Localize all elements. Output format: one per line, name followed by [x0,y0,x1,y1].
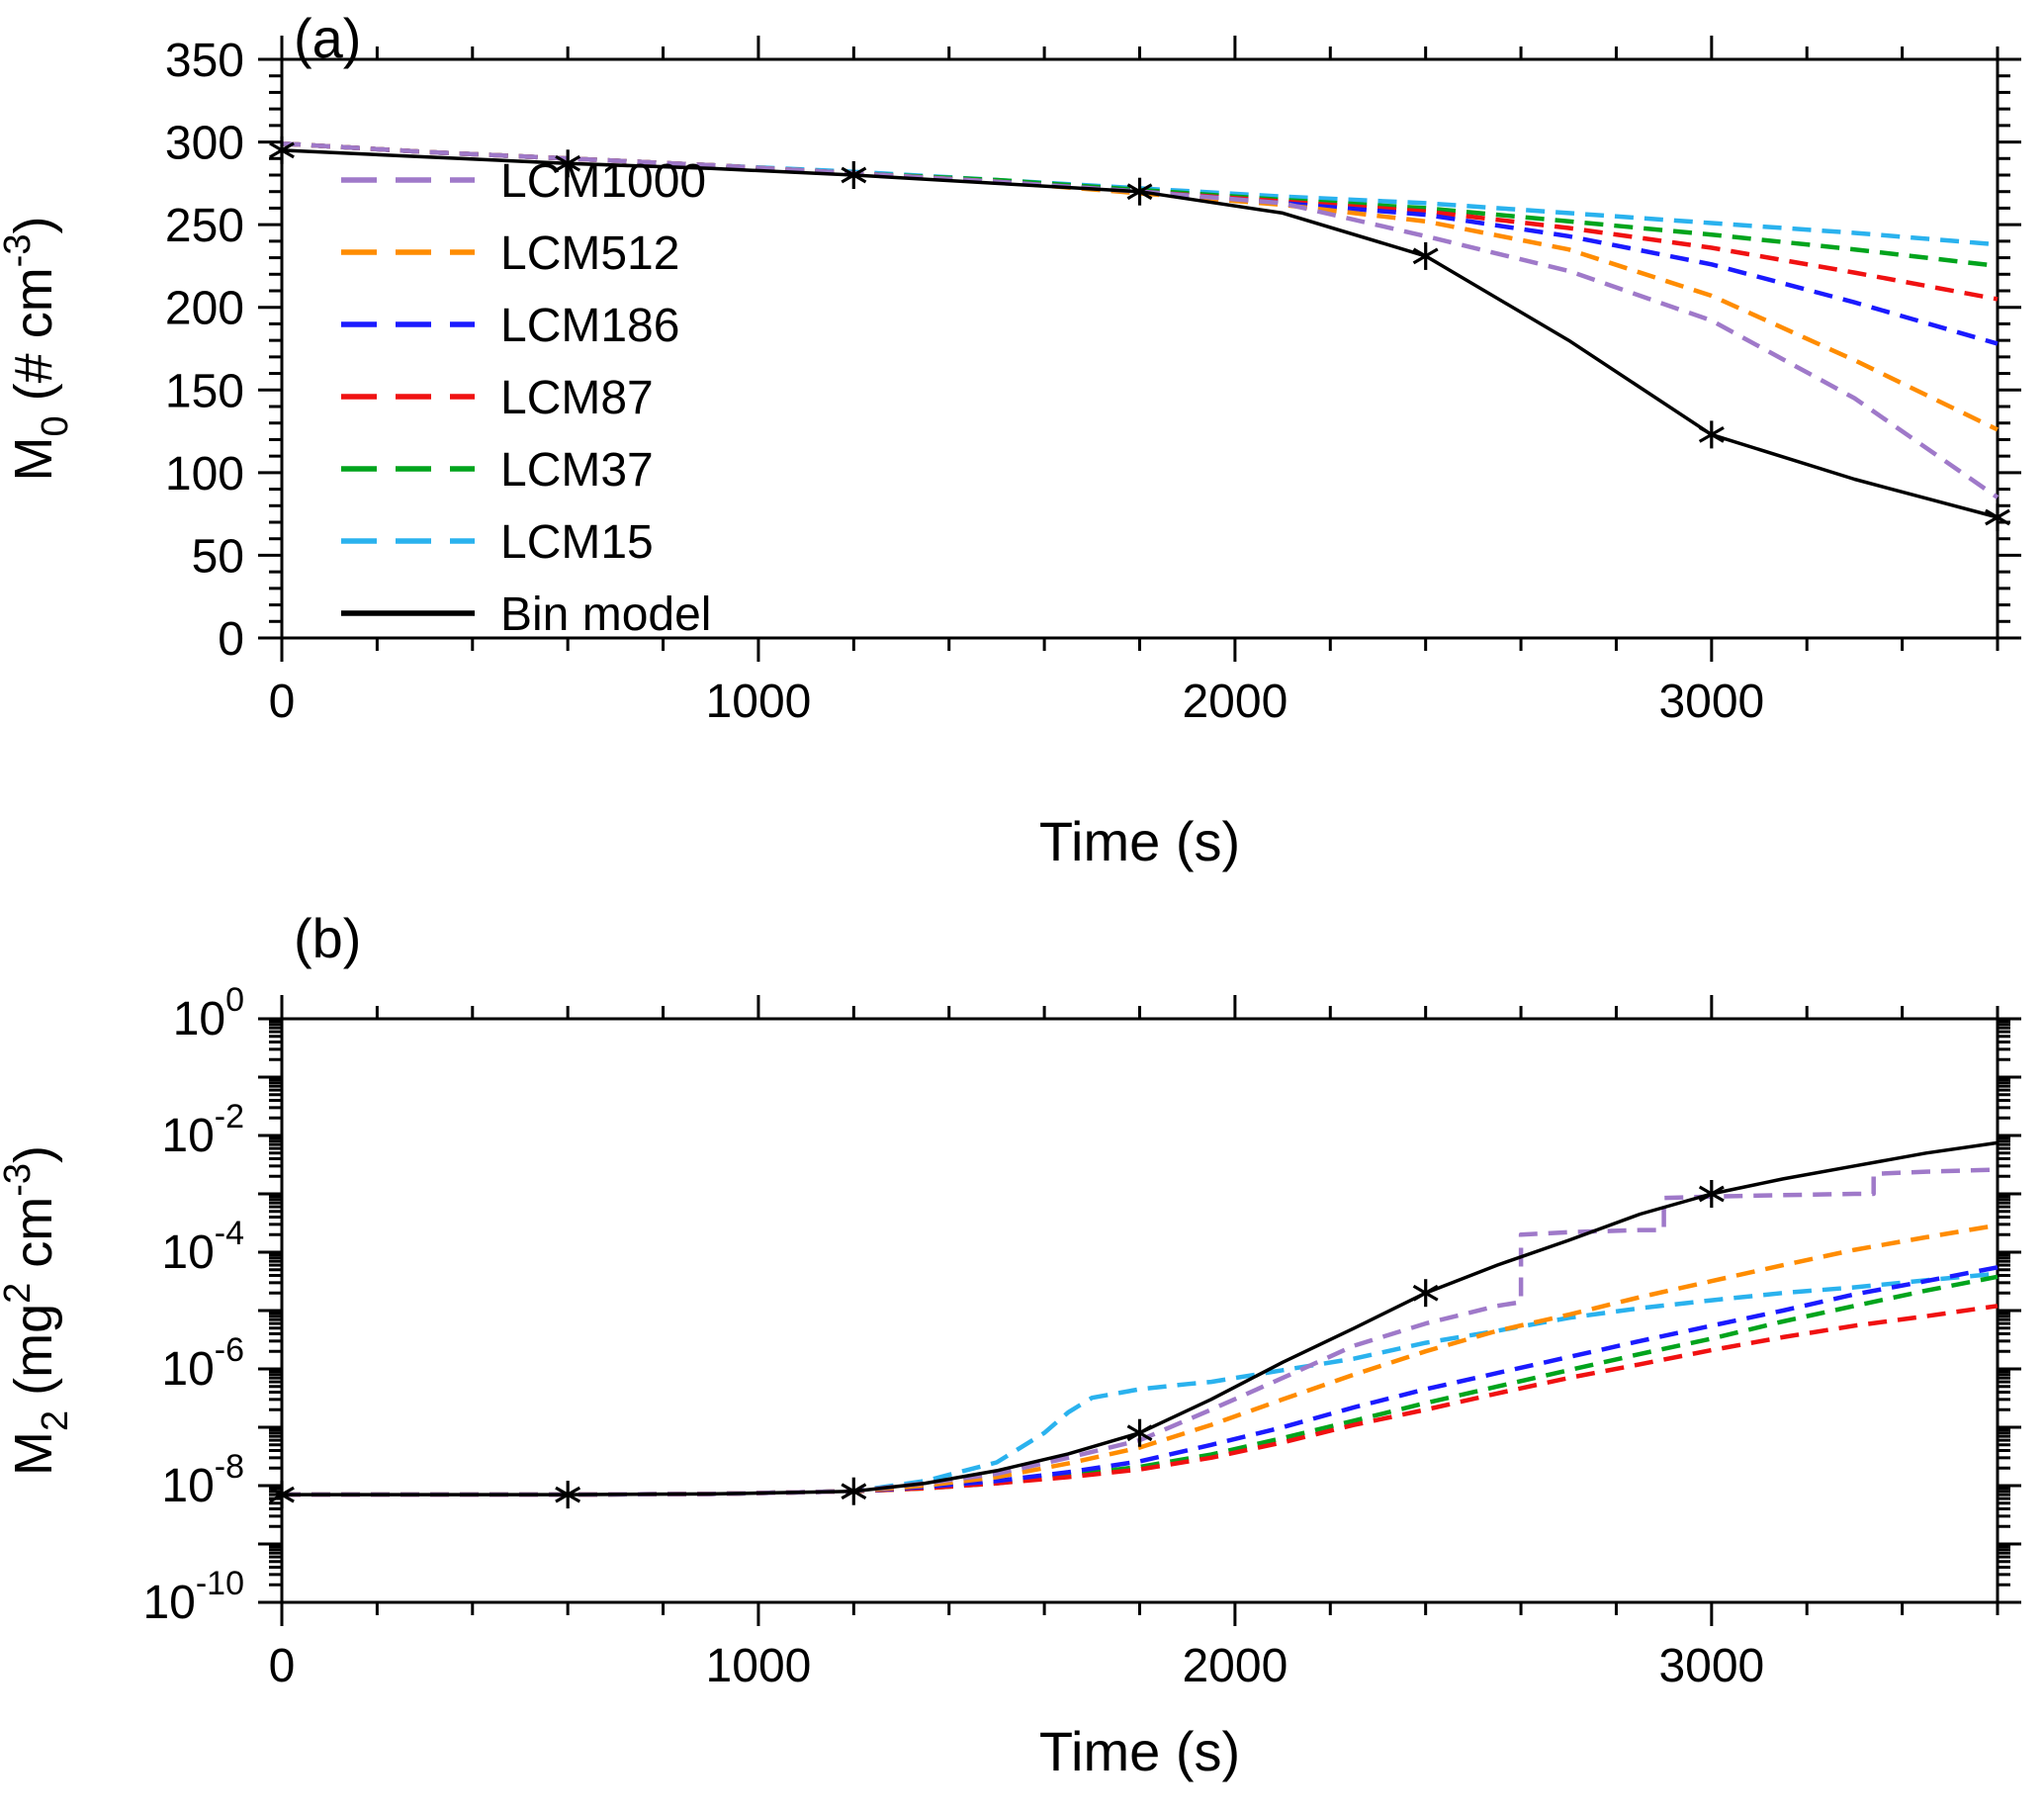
series-line-bin-model [282,1140,1999,1497]
asterisk-marker [1698,1185,1725,1203]
panel-a-chart: 0 1000 2000 3000 0 50 100 150 200 250 300 350 M0 (# … [0,35,2021,728]
legend-entry: LCM15 [341,516,654,569]
x-tick-label: 3000 [1658,1640,1764,1692]
series-line-lcm87 [282,1304,1999,1497]
legend-entry: LCM512 [341,227,679,280]
y-tick-label: 150 [165,365,244,417]
legend-label: LCM1000 [500,155,706,208]
series-line-lcm512 [281,140,1999,432]
asterisk-marker [555,154,581,172]
y-tick-label: 100 [165,448,244,500]
asterisk-marker [269,141,295,159]
plot-frame [280,1017,2000,1604]
panel-b-label: (b) [294,907,362,969]
y-tick-label: 100 [173,981,244,1045]
axes [258,995,2021,1626]
y-tick-label: 10-10 [142,1565,244,1629]
x-tick-label: 1000 [706,1640,812,1692]
asterisk-marker [555,1486,581,1503]
series-line-lcm15 [282,1271,1999,1497]
asterisk-marker [841,1483,867,1500]
y-tick-label: 10-8 [161,1448,244,1512]
axes [258,36,2021,662]
y-axis-title: M2 (mg2 cm-3) [0,1145,76,1476]
series-line-lcm15 [281,140,1999,247]
legend-entry: Bin model [341,589,711,641]
series-line-lcm186 [281,140,1999,346]
asterisk-marker [269,1486,295,1503]
y-tick-label: 0 [218,613,244,666]
x-tick-label: 2000 [1182,1640,1288,1692]
asterisk-marker [1126,183,1153,201]
series-line-lcm512 [282,1223,1999,1497]
y-tick-label: 10-6 [161,1331,244,1396]
y-tick-label: 10-2 [161,1098,244,1162]
asterisk-marker [1698,426,1725,443]
series-markers-bin-model [269,1180,1725,1509]
asterisk-marker [841,166,867,184]
x-tick-label: 2000 [1182,676,1288,728]
legend-label: LCM186 [500,300,679,352]
x-tick-label: 1000 [706,676,812,728]
y-axis-title: M0 (# cm-3) [0,217,76,482]
y-tick-label: 300 [165,118,244,170]
asterisk-marker [1126,1424,1153,1442]
asterisk-marker [1412,247,1439,265]
panel-b-xaxis-title: Time (s) [1038,1720,1241,1782]
series-line-lcm87 [281,140,1999,302]
legend-entry: LCM37 [341,444,654,497]
series-line-lcm186 [282,1265,1999,1497]
panel-a-label: (a) [294,7,362,69]
legend-label: LCM37 [500,444,654,497]
x-tick-label: 3000 [1658,676,1764,728]
legend-label: LCM87 [500,372,654,424]
x-tick-label: 0 [269,1640,296,1692]
y-tick-label: 250 [165,200,244,252]
y-tick-label: 200 [165,283,244,335]
legend-label: LCM512 [500,227,679,280]
y-tick-label: 350 [165,35,244,87]
legend-label: LCM15 [500,516,654,569]
legend-entry: LCM1000 [341,155,706,208]
asterisk-marker [1985,508,2010,526]
asterisk-marker [1412,1284,1439,1302]
plot-frame [280,57,2000,640]
series-line-lcm37 [281,140,1999,269]
series-markers-bin-model [269,136,2010,531]
panel-a-xaxis-title: Time (s) [1038,810,1241,872]
y-tick-label: 50 [192,530,244,583]
panel-b-chart: 0 1000 2000 3000 10-10 10-8 10-6 10-4 10-2 100 M2 … [0,981,2021,1692]
legend: LCM1000 LCM512 LCM186 LCM87 LCM37 LCM15 Bin mo… [341,155,711,641]
legend-label: Bin model [500,589,711,641]
x-tick-label: 0 [269,676,296,728]
legend-entry: LCM186 [341,300,679,352]
series-line-lcm37 [282,1274,1999,1497]
y-tick-label: 10-4 [161,1215,244,1279]
legend-entry: LCM87 [341,372,654,424]
